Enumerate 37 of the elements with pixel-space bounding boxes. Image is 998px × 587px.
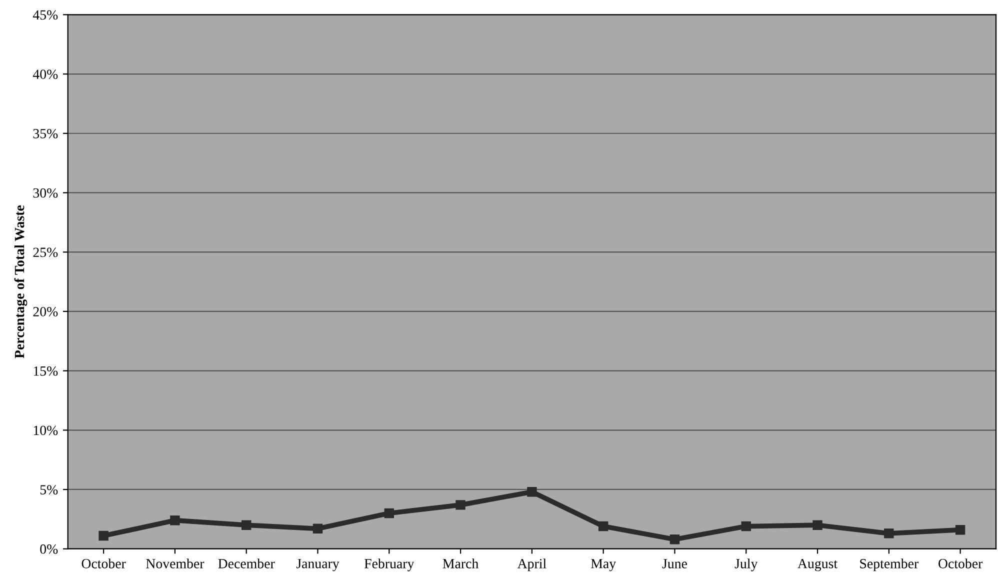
point — [170, 515, 180, 526]
x-tick-label: November — [146, 558, 204, 568]
x-tick-label: March — [442, 558, 478, 568]
point — [598, 521, 608, 532]
y-tick-label: 25% — [33, 248, 58, 258]
y-tick-label: 30% — [33, 188, 58, 198]
point — [312, 524, 323, 534]
x-tick-label: May — [591, 559, 616, 572]
point — [670, 534, 680, 544]
point — [527, 487, 537, 497]
x-tick-label: April — [517, 558, 546, 572]
y-tick-label: 45% — [32, 10, 58, 20]
y-tick-label: 5% — [40, 485, 58, 494]
x-tick-label: January — [296, 559, 340, 572]
point — [241, 520, 252, 530]
point — [456, 500, 466, 510]
y-tick-label: 15% — [34, 366, 58, 376]
x-tick-label: August — [798, 558, 838, 572]
y-axis-title: Percentage of Total Waste — [14, 205, 28, 358]
point — [384, 508, 394, 518]
y-tick-label: 0% — [40, 544, 58, 554]
point — [812, 520, 822, 530]
point — [884, 528, 894, 538]
y-tick-label: 35% — [33, 128, 58, 138]
x-tick-label: October — [938, 558, 983, 568]
point — [98, 530, 108, 541]
y-tick-label: 20% — [33, 307, 58, 316]
x-tick-label: July — [734, 558, 758, 572]
x-tick-label: September — [860, 558, 918, 572]
x-tick-label: June — [662, 559, 687, 568]
point — [741, 521, 751, 532]
y-tick-label: 40% — [32, 70, 58, 80]
point — [955, 524, 966, 535]
x-tick-label: December — [218, 558, 275, 568]
x-tick-label: October — [82, 558, 126, 568]
y-tick-label: 10% — [34, 426, 58, 436]
x-tick-label: February — [364, 558, 414, 572]
